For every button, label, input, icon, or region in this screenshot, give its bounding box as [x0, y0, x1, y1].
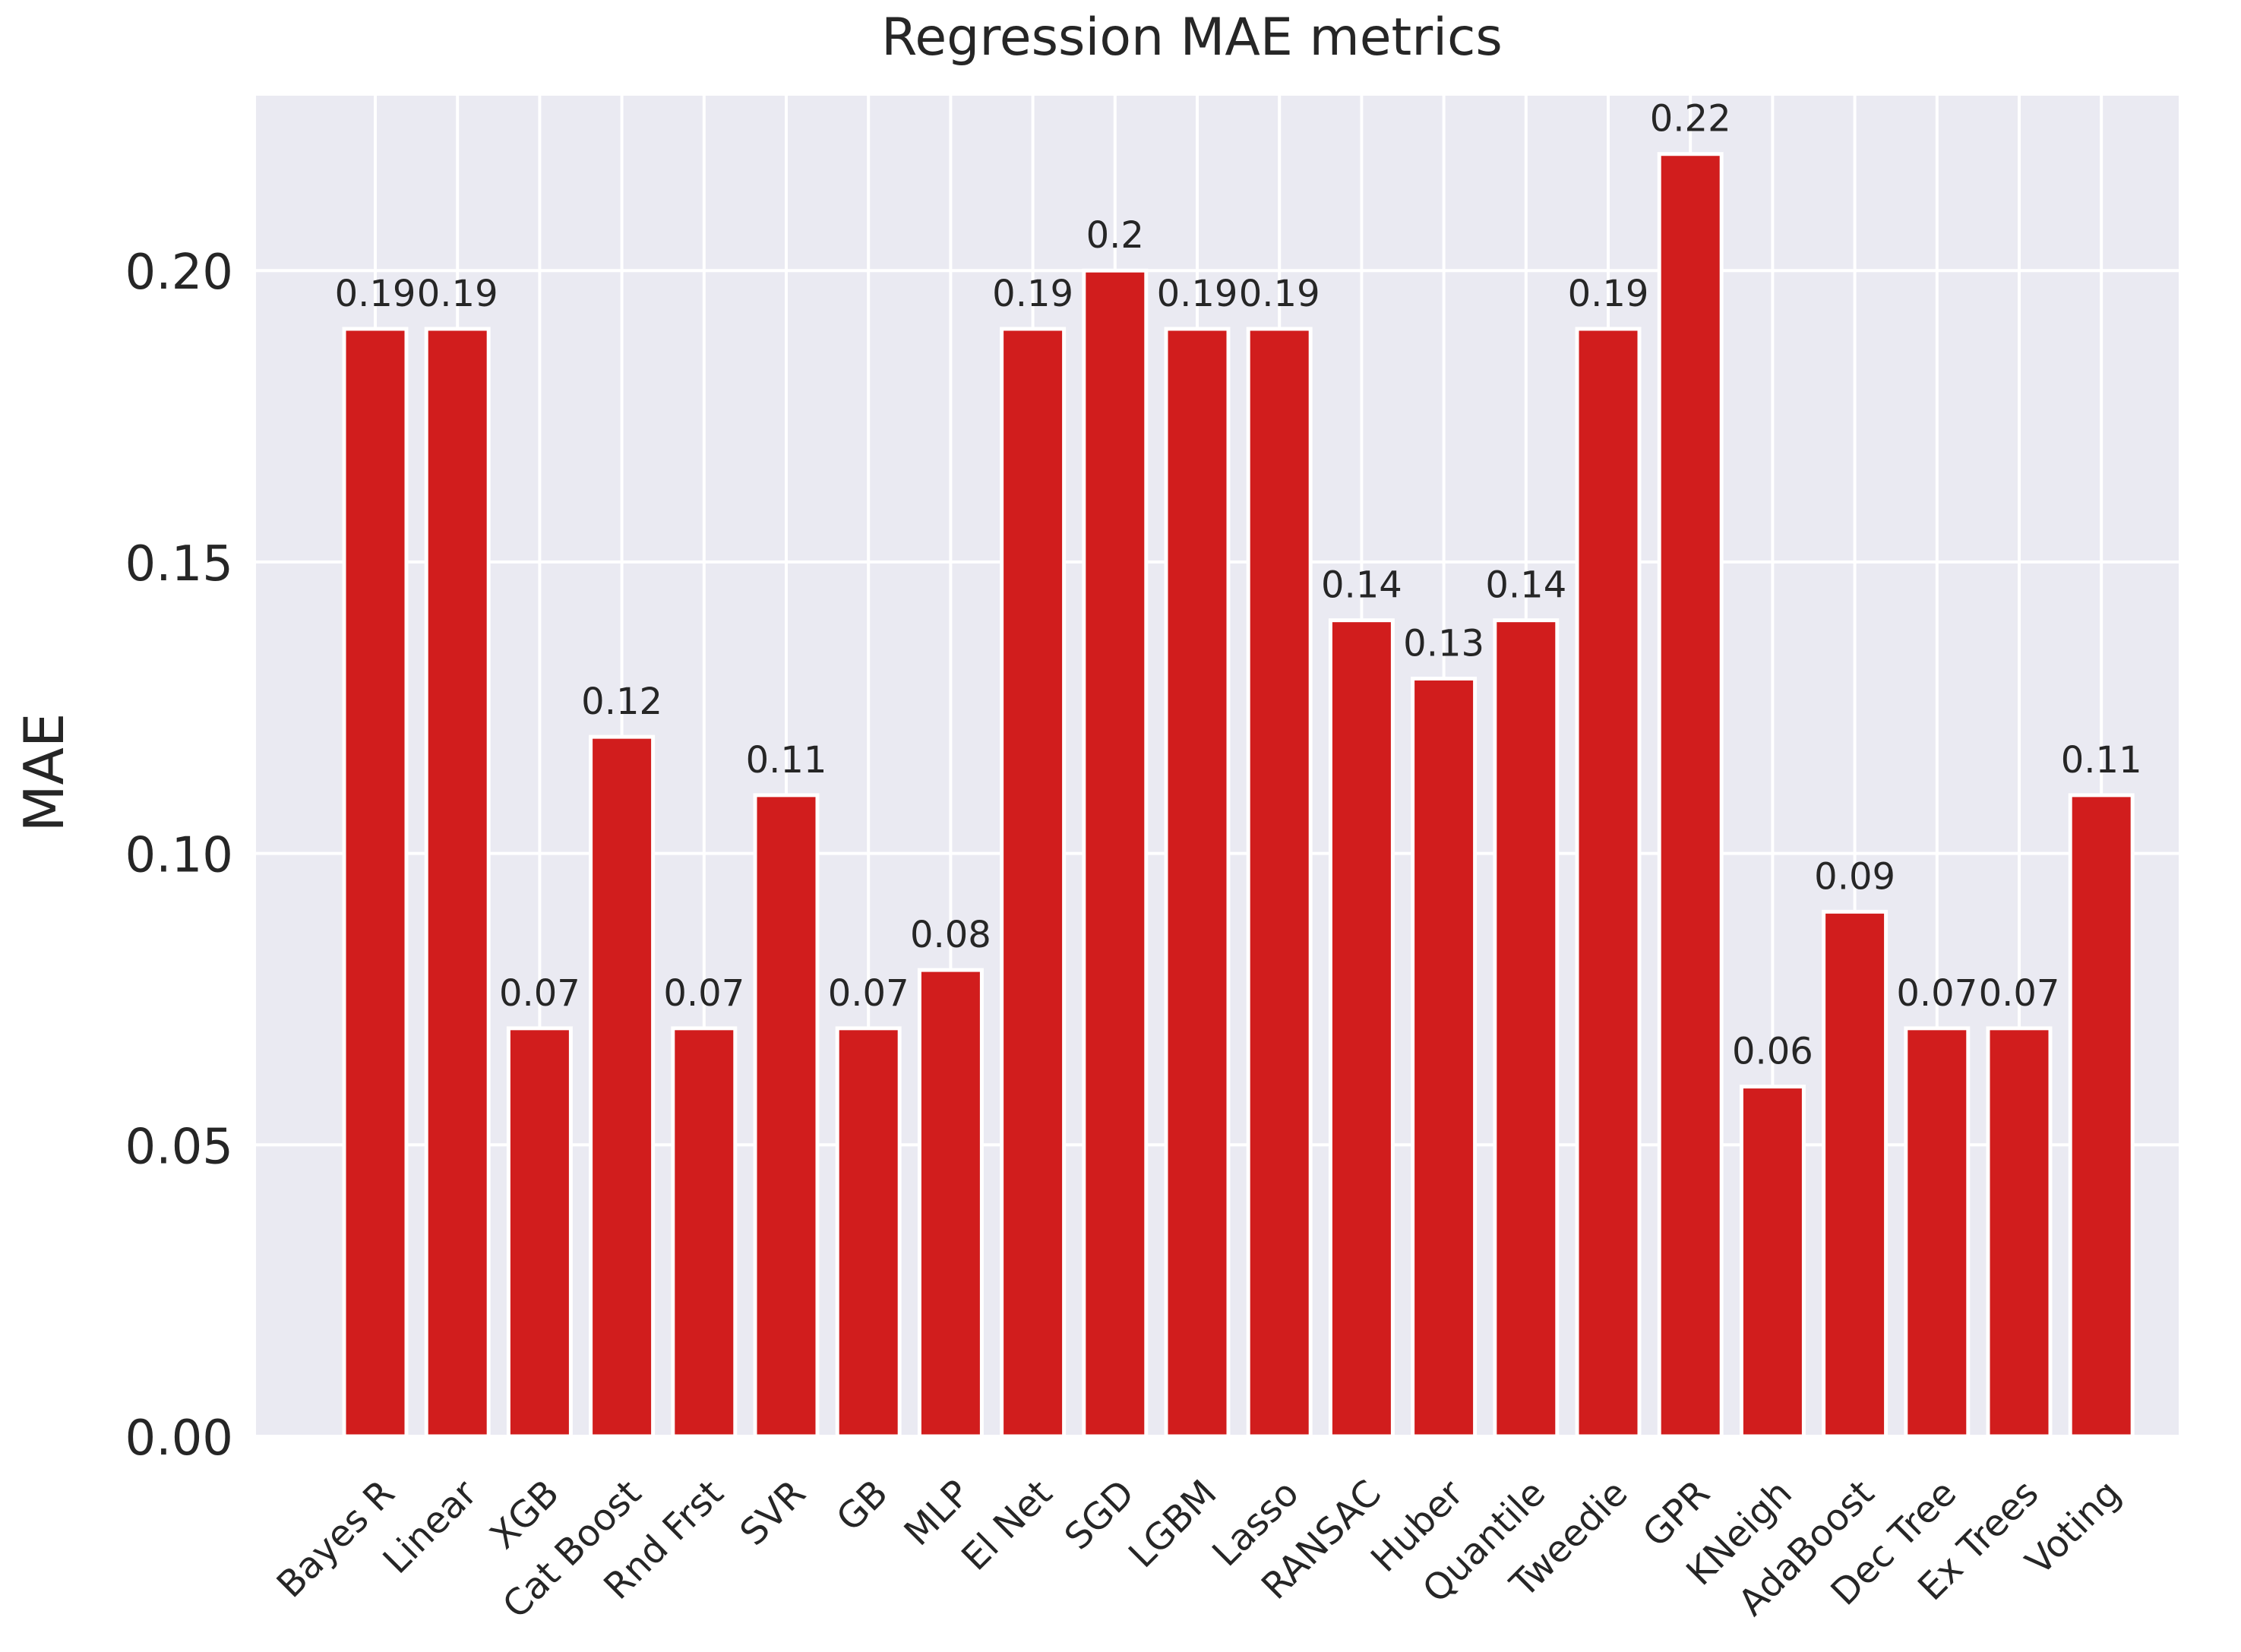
bar: [1493, 618, 1560, 1439]
bar-value-label: 0.19: [992, 273, 1073, 315]
bar: [506, 1026, 573, 1439]
y-tick-label: 0.15: [125, 536, 234, 592]
bar: [1246, 327, 1313, 1439]
bar-value-label: 0.11: [2061, 739, 2142, 782]
bar: [1657, 152, 1724, 1439]
bar-value-label: 0.06: [1732, 1031, 1813, 1073]
bar: [1082, 268, 1149, 1439]
x-tick-label: GB: [829, 1472, 896, 1540]
bar-value-label: 0.07: [499, 972, 580, 1015]
bar: [1328, 618, 1395, 1439]
bar-value-label: 0.14: [1321, 564, 1402, 607]
bar: [917, 968, 984, 1439]
bar: [1739, 1085, 1806, 1439]
bar-value-label: 0.19: [1568, 273, 1649, 315]
bars: [342, 152, 2135, 1439]
bar-value-label: 0.19: [335, 273, 416, 315]
x-tick-label: Linear: [375, 1472, 485, 1582]
bar-value-label: 0.13: [1403, 622, 1484, 665]
bar-value-label: 0.22: [1650, 98, 1731, 141]
bar: [1822, 909, 1889, 1439]
chart-title: Regression MAE metrics: [881, 8, 1503, 68]
bar-value-label: 0.19: [1157, 273, 1238, 315]
x-tick-label: Voting: [2018, 1472, 2129, 1584]
bar: [1411, 676, 1478, 1439]
bar: [753, 793, 820, 1439]
bar-value-label: 0.07: [1979, 972, 2060, 1015]
bar: [1000, 327, 1067, 1439]
y-tick-label: 0.00: [125, 1410, 234, 1467]
bar-value-label: 0.19: [417, 273, 498, 315]
value-labels: 0.19 0.190.070.120.070.110.070.080.190.20…: [335, 98, 2142, 1073]
y-tick-label: 0.10: [125, 828, 234, 884]
y-tick-label: 0.05: [125, 1119, 234, 1175]
x-tick-label: LGBM: [1120, 1472, 1225, 1576]
bar-value-label: 0.07: [1896, 972, 1977, 1015]
bar-value-label: 0.2: [1086, 214, 1144, 257]
bar-value-label: 0.07: [828, 972, 909, 1015]
bar: [1904, 1026, 1971, 1439]
x-tick-label: Bayes R: [269, 1472, 403, 1606]
bar: [1164, 327, 1231, 1439]
bar-value-label: 0.09: [1814, 855, 1895, 898]
x-tick-label: SVR: [732, 1472, 814, 1554]
bar-value-label: 0.19: [1239, 273, 1320, 315]
bar: [342, 327, 409, 1439]
bar-value-label: 0.12: [581, 681, 662, 723]
y-tick-label: 0.20: [125, 245, 234, 301]
bar-value-label: 0.14: [1485, 564, 1566, 607]
bar: [671, 1026, 738, 1439]
bar: [424, 327, 491, 1439]
bar: [1986, 1026, 2053, 1439]
bar: [2068, 793, 2135, 1439]
bar-value-label: 0.11: [746, 739, 827, 782]
bar: [1575, 327, 1642, 1439]
bar-value-label: 0.08: [910, 914, 991, 956]
bar-value-label: 0.07: [663, 972, 744, 1015]
bar: [835, 1026, 902, 1439]
x-tick-label: El Net: [953, 1472, 1060, 1579]
bar: [589, 734, 656, 1439]
y-tick-labels: 0.00 0.05 0.10 0.15 0.20: [125, 245, 234, 1467]
y-axis-label: MAE: [12, 713, 76, 832]
